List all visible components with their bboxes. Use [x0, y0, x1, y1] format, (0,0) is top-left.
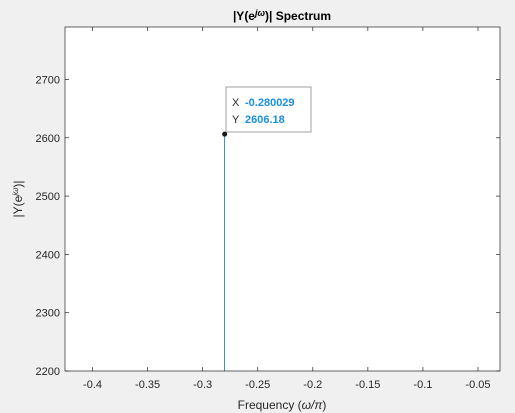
datatip-y-key: Y: [232, 114, 240, 126]
y-tick-label: 2700: [36, 74, 60, 86]
x-tick-label: -0.35: [135, 379, 160, 391]
datatip-x-value: -0.280029: [245, 97, 295, 109]
chart-title: |Y(ejω)| Spectrum: [233, 8, 331, 23]
y-tick-label: 2400: [36, 249, 60, 261]
x-tick-label: -0.1: [413, 379, 432, 391]
datatip-marker[interactable]: [222, 131, 228, 137]
x-ticks: -0.4 -0.35 -0.3 -0.25 -0.2 -0.15 -0.1 -0.05: [83, 27, 491, 391]
x-tick-label: -0.15: [355, 379, 380, 391]
x-tick-label: -0.2: [303, 379, 322, 391]
x-tick-label: -0.4: [83, 379, 102, 391]
x-tick-label: -0.25: [245, 379, 270, 391]
datatip[interactable]: X -0.280029 Y 2606.18: [225, 86, 312, 133]
plot-area[interactable]: [65, 27, 500, 371]
y-axis-label: |Y(ejω)|: [11, 181, 25, 218]
y-tick-label: 2300: [36, 308, 60, 320]
y-tick-label: 2500: [36, 191, 60, 203]
x-tick-label: -0.05: [465, 379, 490, 391]
y-tick-label: 2200: [36, 366, 60, 378]
y-ticks: 2200 2300 2400 2500 2600 2700: [36, 74, 500, 378]
x-tick-label: -0.3: [193, 379, 212, 391]
datatip-y-value: 2606.18: [245, 114, 285, 126]
x-axis-label: Frequency (ω/π): [238, 398, 327, 412]
datatip-x-key: X: [232, 97, 240, 109]
y-tick-label: 2600: [36, 133, 60, 145]
axes-box: [64, 26, 501, 372]
datatip-box: [225, 86, 312, 133]
